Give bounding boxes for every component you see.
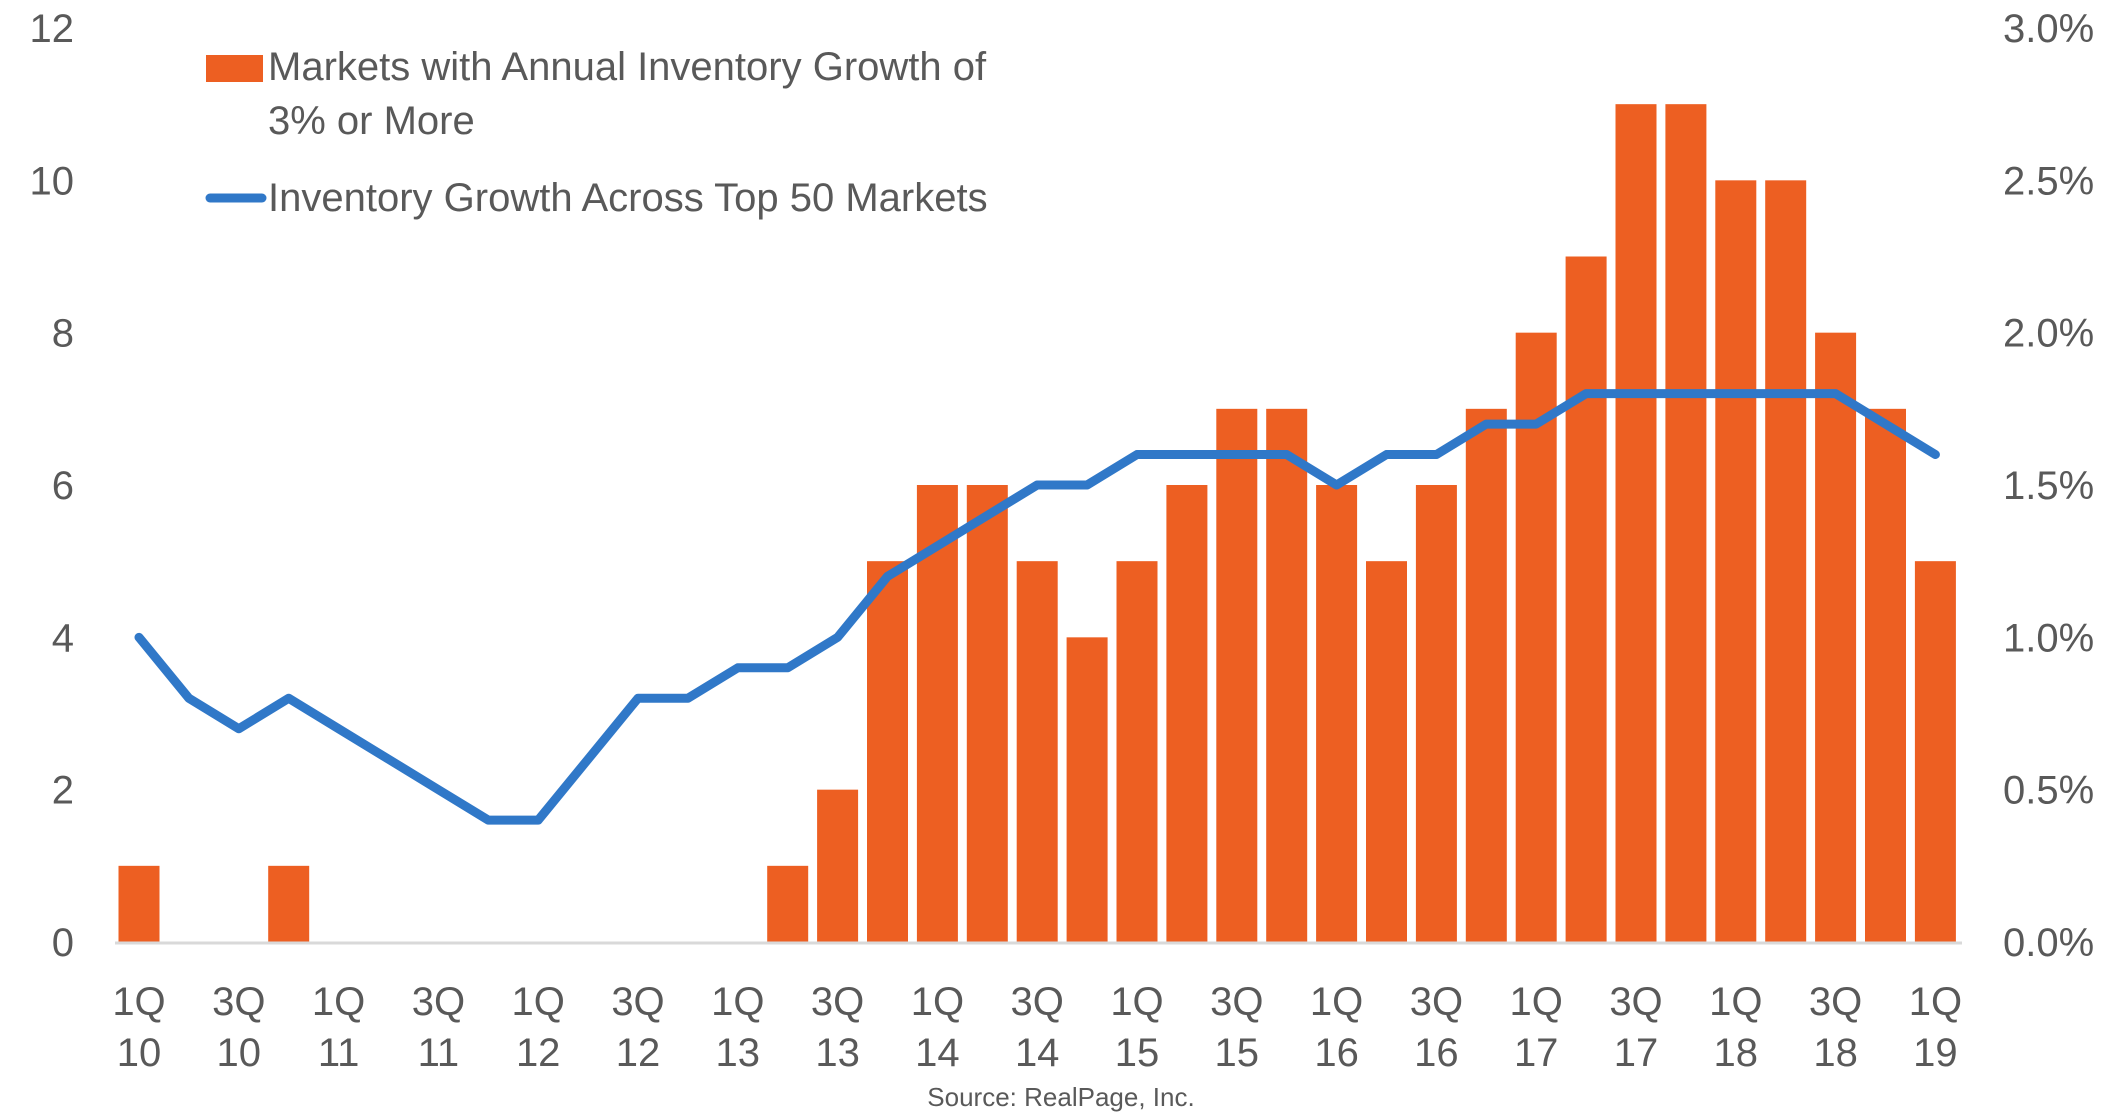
bar-4Q16 [1466,409,1507,942]
bar-1Q10 [119,866,160,942]
x-tick-label-year: 17 [1514,1031,1559,1075]
right-axis: 0.0% 0.5% 1.0% 1.5% 2.0% 2.5% 3.0% [2003,7,2094,965]
bar-3Q14 [1017,561,1058,942]
source-note: Source: RealPage, Inc. [927,1082,1194,1112]
x-tick-label-quarter: 3Q [212,980,265,1024]
bar-2Q15 [1166,485,1207,942]
x-tick-label-quarter: 1Q [911,980,964,1024]
x-tick-label-year: 14 [1015,1031,1060,1075]
bar-1Q18 [1715,180,1756,942]
right-tick-label: 2.0% [2003,312,2094,356]
bars [119,104,1956,942]
x-tick-label-quarter: 3Q [1609,980,1662,1024]
bar-3Q13 [817,790,858,942]
x-tick-label-quarter: 1Q [1110,980,1163,1024]
bar-4Q15 [1266,409,1307,942]
x-tick-label-quarter: 3Q [1210,980,1263,1024]
right-tick-label: 0.5% [2003,769,2094,813]
left-axis: 0 2 4 6 8 10 12 [30,7,75,965]
right-tick-label: 2.5% [2003,159,2094,203]
x-tick-label-quarter: 3Q [412,980,465,1024]
x-tick-label-year: 16 [1414,1031,1459,1075]
x-tick-label-year: 18 [1813,1031,1858,1075]
legend-bar-swatch [206,55,263,82]
x-axis: 1Q 10 3Q 10 1Q 11 3Q 11 1Q 12 3Q 12 1Q 13 3Q 13 1Q 14 3Q 14… [112,980,1962,1075]
x-tick-label-quarter: 1Q [512,980,565,1024]
x-tick-label-year: 15 [1215,1031,1260,1075]
bar-3Q18 [1815,333,1856,942]
bar-2Q17 [1566,257,1607,943]
x-tick-label-quarter: 1Q [312,980,365,1024]
x-tick-label-year: 16 [1314,1031,1359,1075]
bar-1Q16 [1316,485,1357,942]
bar-2Q18 [1765,180,1806,942]
x-tick-label-year: 14 [915,1031,960,1075]
right-tick-label: 0.0% [2003,921,2094,965]
legend-bar-label-line1: Markets with Annual Inventory Growth of [268,45,987,89]
x-tick-label-year: 12 [616,1031,661,1075]
left-tick-label: 6 [52,464,74,508]
left-tick-label: 2 [52,769,74,813]
x-tick-label-year: 15 [1115,1031,1160,1075]
legend-line-label: Inventory Growth Across Top 50 Markets [268,176,988,220]
right-tick-label: 3.0% [2003,7,2094,51]
x-tick-label-year: 13 [815,1031,860,1075]
bar-4Q18 [1865,409,1906,942]
x-tick-label-year: 11 [418,1031,460,1075]
x-tick-label-year: 18 [1714,1031,1759,1075]
bar-2Q14 [967,485,1008,942]
legend: Markets with Annual Inventory Growth of … [206,45,988,220]
x-tick-label-year: 17 [1614,1031,1659,1075]
left-tick-label: 4 [52,616,74,660]
x-tick-label-quarter: 1Q [112,980,165,1024]
x-tick-label-quarter: 1Q [1909,980,1962,1024]
x-tick-label-quarter: 3Q [611,980,664,1024]
bar-4Q10 [268,866,309,942]
x-tick-label-quarter: 1Q [711,980,764,1024]
x-tick-label-quarter: 3Q [1011,980,1064,1024]
left-tick-label: 8 [52,312,74,356]
x-tick-label-year: 11 [318,1031,360,1075]
bar-3Q16 [1416,485,1457,942]
bar-1Q19 [1915,561,1956,942]
right-tick-label: 1.0% [2003,616,2094,660]
x-tick-label-quarter: 1Q [1510,980,1563,1024]
x-tick-label-quarter: 3Q [811,980,864,1024]
x-tick-label-year: 13 [716,1031,761,1075]
x-tick-label-quarter: 1Q [1709,980,1762,1024]
x-tick-label-year: 19 [1913,1031,1958,1075]
legend-bar-label-line2: 3% or More [268,99,475,143]
x-tick-label-year: 12 [516,1031,561,1075]
x-tick-label-quarter: 1Q [1310,980,1363,1024]
x-tick-label-quarter: 3Q [1809,980,1862,1024]
left-tick-label: 0 [52,921,74,965]
bar-2Q13 [767,866,808,942]
left-tick-label: 10 [30,159,75,203]
x-tick-label-year: 10 [117,1031,162,1075]
bar-4Q14 [1067,637,1108,942]
bar-1Q15 [1117,561,1158,942]
bar-3Q17 [1616,104,1657,942]
x-tick-label-year: 10 [217,1031,262,1075]
bar-4Q17 [1665,104,1706,942]
bar-3Q15 [1216,409,1257,942]
left-tick-label: 12 [30,7,75,51]
x-tick-label-quarter: 3Q [1410,980,1463,1024]
bar-4Q13 [867,561,908,942]
bar-2Q16 [1366,561,1407,942]
right-tick-label: 1.5% [2003,464,2094,508]
